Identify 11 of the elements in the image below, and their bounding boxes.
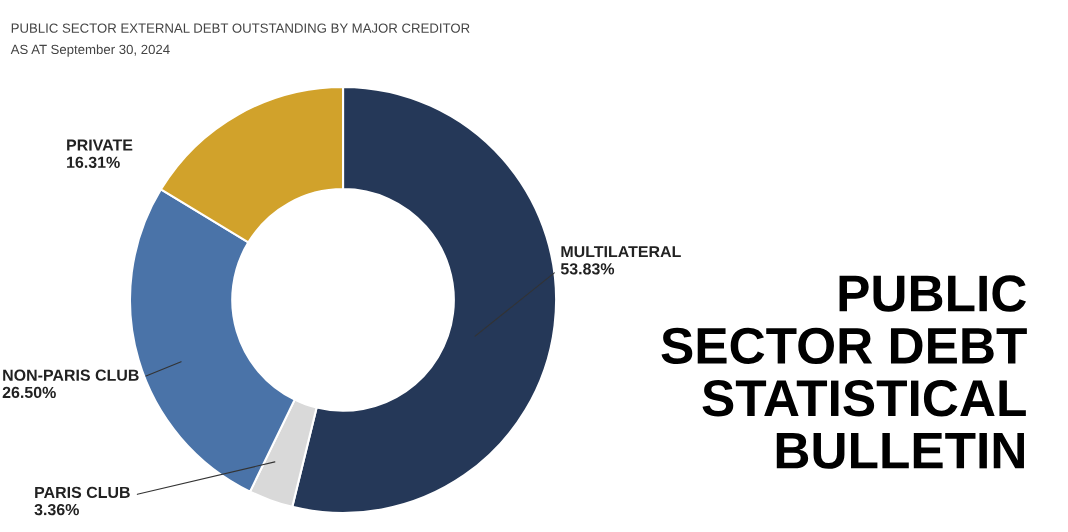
chart-subtitle: AS AT September 30, 2024: [10, 44, 170, 57]
slice-label: PARIS CLUB: [35, 486, 130, 499]
chart-title: PUBLIC SECTOR EXTERNAL DEBT OUTSTANDING BY MAJOR CREDITOR: [11, 23, 470, 33]
data-label: 16.31%: [67, 156, 120, 168]
data-label: 26.50%: [2, 386, 56, 399]
slice-label: MULTILATERAL: [561, 246, 681, 258]
slice-label: NON-PARIS CLUB: [3, 369, 139, 381]
data-label: 53.83%: [560, 263, 615, 275]
slice-label: PRIVATE: [67, 139, 133, 151]
data-label: 3.36%: [34, 503, 79, 516]
text: PUBLIC SECTOR DEBT STATISTICAL BULLETIN: [661, 275, 1027, 469]
